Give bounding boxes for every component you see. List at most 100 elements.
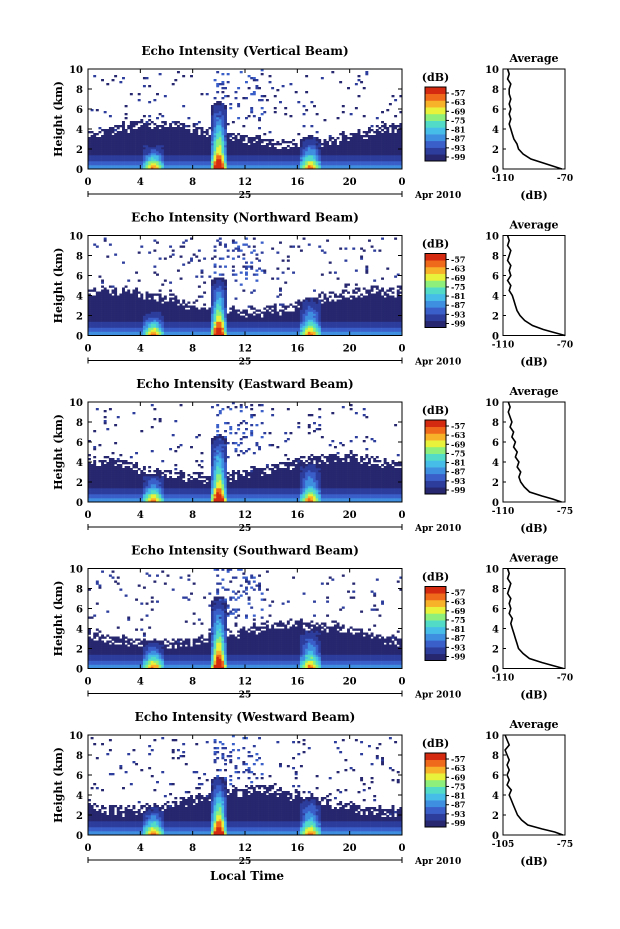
heatmap-cell <box>103 161 107 164</box>
heatmap-cell <box>192 159 196 162</box>
heatmap-cell <box>394 135 398 138</box>
heatmap-cell <box>258 165 261 168</box>
heatmap-cell <box>263 313 267 316</box>
heatmap-cell <box>142 303 146 306</box>
heatmap-cell <box>294 147 298 150</box>
heatmap-cell <box>302 143 306 146</box>
heatmap-cell <box>383 325 387 328</box>
heatmap-cell <box>252 151 256 154</box>
heatmap-cell <box>388 149 392 152</box>
heatmap-cell <box>354 307 358 310</box>
heatmap-cell <box>122 157 125 160</box>
heatmap-cell <box>245 149 248 152</box>
heatmap-cell <box>242 265 246 268</box>
heatmap-cell <box>305 301 309 304</box>
heatmap-cell <box>378 157 382 160</box>
heatmap-cell <box>150 153 154 156</box>
heatmap-cell <box>210 113 214 116</box>
heatmap-cell <box>119 315 123 318</box>
heatmap-cell <box>208 309 212 312</box>
heatmap-cell <box>305 139 309 142</box>
heatmap-cell <box>279 157 282 160</box>
heatmap-cell <box>281 157 285 160</box>
heatmap-cell <box>95 109 99 112</box>
heatmap-cell <box>98 329 102 332</box>
heatmap-cell <box>245 313 248 316</box>
heatmap-cell <box>289 315 293 318</box>
heatmap-cell <box>158 329 162 332</box>
heatmap-cell <box>158 309 162 312</box>
heatmap-cell <box>124 147 128 150</box>
heatmap-cell <box>349 155 353 158</box>
heatmap-cell <box>184 311 188 314</box>
heatmap-cell <box>328 295 332 298</box>
heatmap-cell <box>347 291 350 294</box>
heatmap-cell <box>260 269 264 272</box>
heatmap-cell <box>245 97 248 100</box>
heatmap-cell <box>216 151 220 154</box>
heatmap-cell <box>370 143 374 146</box>
heatmap-cell <box>279 149 282 152</box>
heatmap-cell <box>132 149 136 152</box>
heatmap-cell <box>103 331 107 334</box>
heatmap-cell <box>336 309 340 312</box>
heatmap-cell <box>129 163 133 166</box>
heatmap-cell <box>93 309 97 312</box>
heatmap-cell <box>145 147 149 150</box>
heatmap-cell <box>108 295 112 298</box>
heatmap-cell <box>224 243 227 246</box>
heatmap-cell <box>286 267 290 270</box>
heatmap-cell <box>137 301 141 304</box>
heatmap-cell <box>224 135 227 138</box>
heatmap-cell <box>184 133 188 136</box>
heatmap-cell <box>339 159 343 162</box>
heatmap-cell <box>93 135 97 138</box>
heatmap-cell <box>336 321 340 324</box>
heatmap-cell <box>163 129 167 132</box>
heatmap-cell <box>158 163 162 166</box>
heatmap-cell <box>333 319 337 322</box>
heatmap-cell <box>360 247 364 250</box>
heatmap-cell <box>90 313 94 316</box>
heatmap-cell <box>156 125 159 128</box>
heatmap-cell <box>90 143 94 146</box>
heatmap-cell <box>383 123 387 126</box>
heatmap-cell <box>305 161 309 164</box>
heatmap-cell <box>129 165 133 168</box>
heatmap-cell <box>315 311 319 314</box>
heatmap-cell <box>148 157 152 160</box>
heatmap-cell <box>195 323 199 326</box>
heatmap-cell <box>142 77 146 80</box>
heatmap-cell <box>200 315 204 318</box>
heatmap-cell <box>179 157 183 160</box>
heatmap-cell <box>116 161 120 164</box>
heatmap-cell <box>98 137 102 140</box>
heatmap-cell <box>142 157 146 160</box>
colorbar-segment <box>425 140 446 148</box>
heatmap-cell <box>218 291 222 294</box>
heatmap-cell <box>135 321 139 324</box>
heatmap-cell <box>190 319 193 322</box>
heatmap-cell <box>315 131 319 134</box>
heatmap-cell <box>90 301 94 304</box>
heatmap-cell <box>129 133 133 136</box>
heatmap-cell <box>331 309 335 312</box>
heatmap-cell <box>360 299 364 302</box>
heatmap-cell <box>114 293 118 296</box>
heatmap-cell <box>362 319 366 322</box>
heatmap-cell <box>190 257 193 260</box>
heatmap-cell <box>135 135 139 138</box>
heatmap-cell <box>114 157 118 160</box>
heatmap-cell <box>203 131 207 134</box>
heatmap-cell <box>142 125 146 128</box>
heatmap-cell <box>213 97 217 100</box>
heatmap-cell <box>119 293 123 296</box>
heatmap-cell <box>255 157 259 160</box>
heatmap-cell <box>265 159 269 162</box>
heatmap-cell <box>260 241 264 244</box>
heatmap-cell <box>135 143 139 146</box>
heatmap-cell <box>101 163 104 166</box>
heatmap-cell <box>158 73 162 76</box>
heatmap-cell <box>381 155 384 158</box>
heatmap-cell <box>137 167 141 170</box>
